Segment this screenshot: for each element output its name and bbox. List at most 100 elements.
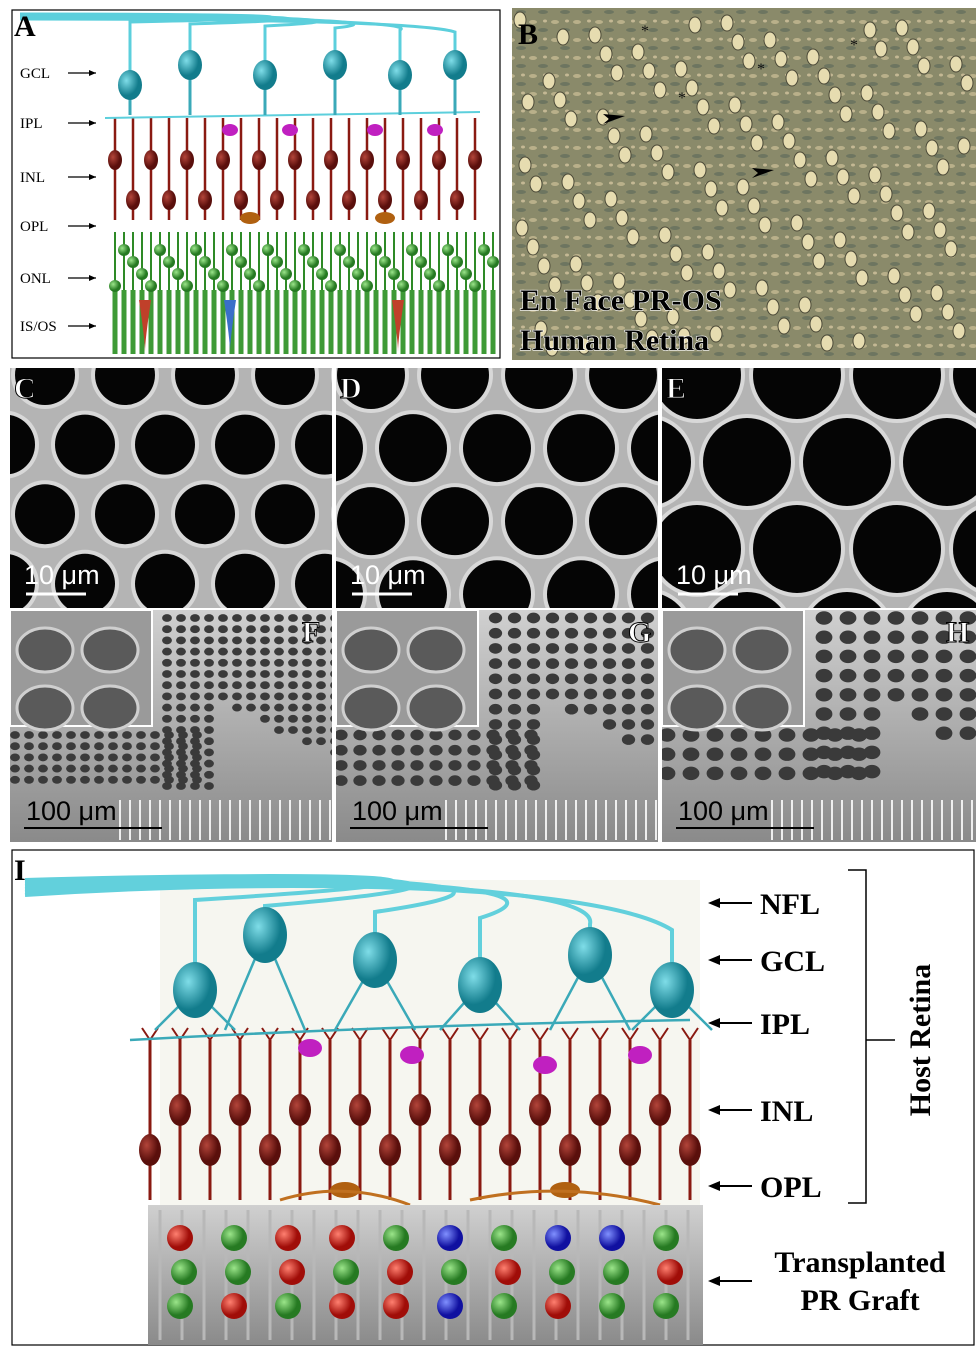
bipolar-soma (619, 1134, 641, 1166)
pore (731, 747, 748, 760)
pore (851, 728, 868, 741)
hole (215, 554, 275, 614)
photoreceptor-os (338, 290, 343, 354)
pore (204, 614, 214, 622)
pore (136, 765, 146, 773)
pore (204, 771, 214, 779)
amacrine (533, 1056, 557, 1074)
inset-pore (408, 628, 464, 672)
photoreceptor-soma (208, 268, 220, 280)
pore (274, 704, 284, 712)
pore (707, 767, 724, 780)
pore (246, 670, 256, 678)
graft-cell (333, 1259, 359, 1285)
photoreceptor-os (275, 290, 280, 354)
pore (912, 688, 929, 701)
cone-spot (853, 333, 865, 349)
hole (703, 418, 791, 506)
pore (178, 776, 188, 784)
pore (10, 765, 20, 773)
cone-spot (516, 220, 528, 236)
pore (302, 726, 312, 734)
pore (204, 748, 214, 756)
graft-cell (167, 1225, 193, 1251)
pore (486, 730, 499, 741)
pore (840, 630, 857, 643)
pore (565, 689, 578, 700)
pore (10, 776, 20, 784)
cone-spot (640, 126, 652, 142)
photoreceptor-soma (136, 268, 148, 280)
photoreceptor-os (437, 290, 442, 354)
pore (584, 658, 597, 669)
pore (603, 643, 616, 654)
pore (316, 681, 326, 689)
graft-cell (491, 1225, 517, 1251)
pore (508, 719, 521, 730)
pore (274, 659, 284, 667)
pore (960, 726, 976, 739)
pore (936, 688, 953, 701)
graft-cell (387, 1259, 413, 1285)
pore (816, 630, 833, 643)
pore (584, 643, 597, 654)
pore (565, 704, 578, 715)
pore (162, 636, 172, 644)
pore (176, 681, 186, 689)
photoreceptor-soma (190, 244, 202, 256)
photoreceptor-os (311, 290, 316, 354)
layer-label: NFL (760, 888, 820, 921)
pore (204, 636, 214, 644)
bipolar-soma (144, 150, 158, 170)
pore (162, 614, 172, 622)
pore (274, 648, 284, 656)
pore (410, 745, 423, 756)
pore (912, 611, 929, 624)
graft-cell (603, 1259, 629, 1285)
pore (372, 775, 385, 786)
photoreceptor-os (464, 290, 469, 354)
pore (779, 767, 796, 780)
pore (603, 658, 616, 669)
pore (66, 753, 76, 761)
hole (547, 414, 615, 482)
pore (840, 669, 857, 682)
pore (136, 753, 146, 761)
pore (38, 765, 48, 773)
pore (960, 707, 976, 720)
pore (204, 625, 214, 633)
pore (755, 747, 772, 760)
panel-label: B (518, 18, 538, 51)
pore (641, 719, 654, 730)
photoreceptor-os (131, 290, 136, 354)
panel-f: 100 μmF (10, 610, 340, 842)
cone-spot (829, 87, 841, 103)
pore (489, 704, 502, 715)
pore (334, 730, 347, 741)
pore (489, 658, 502, 669)
pore (218, 670, 228, 678)
bipolar-soma (649, 1094, 671, 1126)
pore (162, 715, 172, 723)
photoreceptor-soma (316, 268, 328, 280)
pore (94, 776, 104, 784)
layer-label: INL (760, 1095, 813, 1128)
pore (527, 643, 540, 654)
pore (584, 689, 597, 700)
layer-label: INL (20, 170, 45, 186)
pore (178, 731, 188, 739)
pore (391, 775, 404, 786)
panel-label: D (340, 372, 362, 405)
hole (55, 415, 115, 475)
pore (246, 692, 256, 700)
pore (527, 628, 540, 639)
pore (150, 776, 160, 784)
bipolar-soma (378, 190, 392, 210)
panel-bg (12, 10, 500, 358)
bipolar-soma (349, 1094, 371, 1126)
cone-spot (907, 39, 919, 55)
photoreceptor-os (194, 290, 199, 354)
cone-spot (775, 51, 787, 67)
pore (467, 730, 480, 741)
cone-spot (724, 282, 736, 298)
